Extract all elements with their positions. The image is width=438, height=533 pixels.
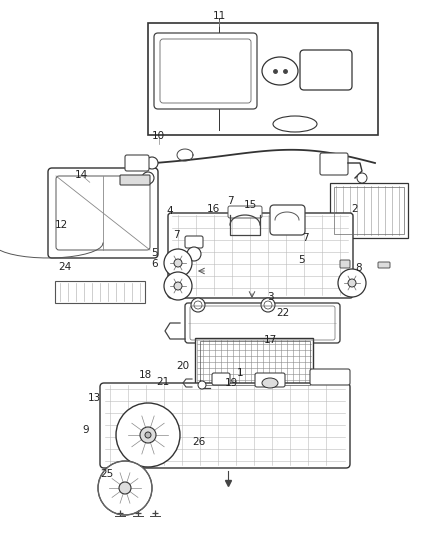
Text: 9: 9 <box>82 425 89 434</box>
Circle shape <box>191 298 205 312</box>
Text: 2: 2 <box>351 205 358 214</box>
FancyBboxPatch shape <box>185 236 203 248</box>
FancyBboxPatch shape <box>154 33 257 109</box>
Circle shape <box>187 247 201 261</box>
Text: 25: 25 <box>101 470 114 479</box>
FancyBboxPatch shape <box>310 369 350 385</box>
Text: 6: 6 <box>151 259 158 269</box>
Text: 8: 8 <box>355 263 362 272</box>
Text: 20: 20 <box>177 361 190 371</box>
Text: 15: 15 <box>244 200 257 209</box>
FancyBboxPatch shape <box>160 39 251 103</box>
FancyBboxPatch shape <box>185 303 340 343</box>
Text: 17: 17 <box>264 335 277 345</box>
FancyBboxPatch shape <box>228 206 262 218</box>
FancyBboxPatch shape <box>300 50 352 90</box>
Circle shape <box>146 157 158 169</box>
Ellipse shape <box>262 378 278 388</box>
Text: 7: 7 <box>173 230 180 239</box>
Text: 18: 18 <box>139 370 152 379</box>
Text: 26: 26 <box>193 438 206 447</box>
Circle shape <box>357 173 367 183</box>
Circle shape <box>264 301 272 309</box>
Text: 5: 5 <box>151 248 158 258</box>
Text: 21: 21 <box>156 377 170 386</box>
Text: 3: 3 <box>267 292 274 302</box>
FancyBboxPatch shape <box>168 213 353 298</box>
FancyBboxPatch shape <box>270 205 305 235</box>
Circle shape <box>119 482 131 494</box>
Text: 11: 11 <box>212 11 226 21</box>
Bar <box>55 281 145 303</box>
Circle shape <box>194 301 202 309</box>
Bar <box>200 341 310 385</box>
FancyBboxPatch shape <box>120 175 150 185</box>
Text: 22: 22 <box>276 308 289 318</box>
FancyBboxPatch shape <box>320 153 348 175</box>
FancyBboxPatch shape <box>125 155 149 171</box>
Circle shape <box>145 432 151 438</box>
FancyBboxPatch shape <box>48 168 158 258</box>
Text: 14: 14 <box>74 170 88 180</box>
Circle shape <box>98 461 152 515</box>
Circle shape <box>116 403 180 467</box>
Text: 10: 10 <box>152 131 165 141</box>
Ellipse shape <box>262 57 298 85</box>
FancyBboxPatch shape <box>378 262 390 268</box>
Circle shape <box>174 259 182 267</box>
Text: 13: 13 <box>88 393 101 402</box>
Text: 12: 12 <box>55 221 68 230</box>
Text: 24: 24 <box>58 262 71 271</box>
Text: 7: 7 <box>302 233 309 243</box>
Circle shape <box>164 249 192 277</box>
Ellipse shape <box>273 116 317 132</box>
Text: 7: 7 <box>226 197 233 206</box>
FancyBboxPatch shape <box>100 383 350 468</box>
Text: 19: 19 <box>225 378 238 387</box>
FancyBboxPatch shape <box>212 373 230 385</box>
Circle shape <box>140 427 156 443</box>
Circle shape <box>198 381 206 389</box>
FancyBboxPatch shape <box>56 176 150 250</box>
Bar <box>330 183 408 238</box>
Text: 16: 16 <box>207 204 220 214</box>
Circle shape <box>348 279 356 287</box>
FancyBboxPatch shape <box>340 260 350 268</box>
Text: 4: 4 <box>166 206 173 215</box>
Circle shape <box>338 269 366 297</box>
Circle shape <box>261 298 275 312</box>
Text: 5: 5 <box>298 255 305 265</box>
Circle shape <box>174 282 182 290</box>
Circle shape <box>164 272 192 300</box>
Bar <box>195 338 313 388</box>
Circle shape <box>142 172 154 184</box>
Bar <box>148 23 378 135</box>
Text: 1: 1 <box>237 368 244 378</box>
FancyBboxPatch shape <box>255 373 285 387</box>
Bar <box>334 187 404 234</box>
